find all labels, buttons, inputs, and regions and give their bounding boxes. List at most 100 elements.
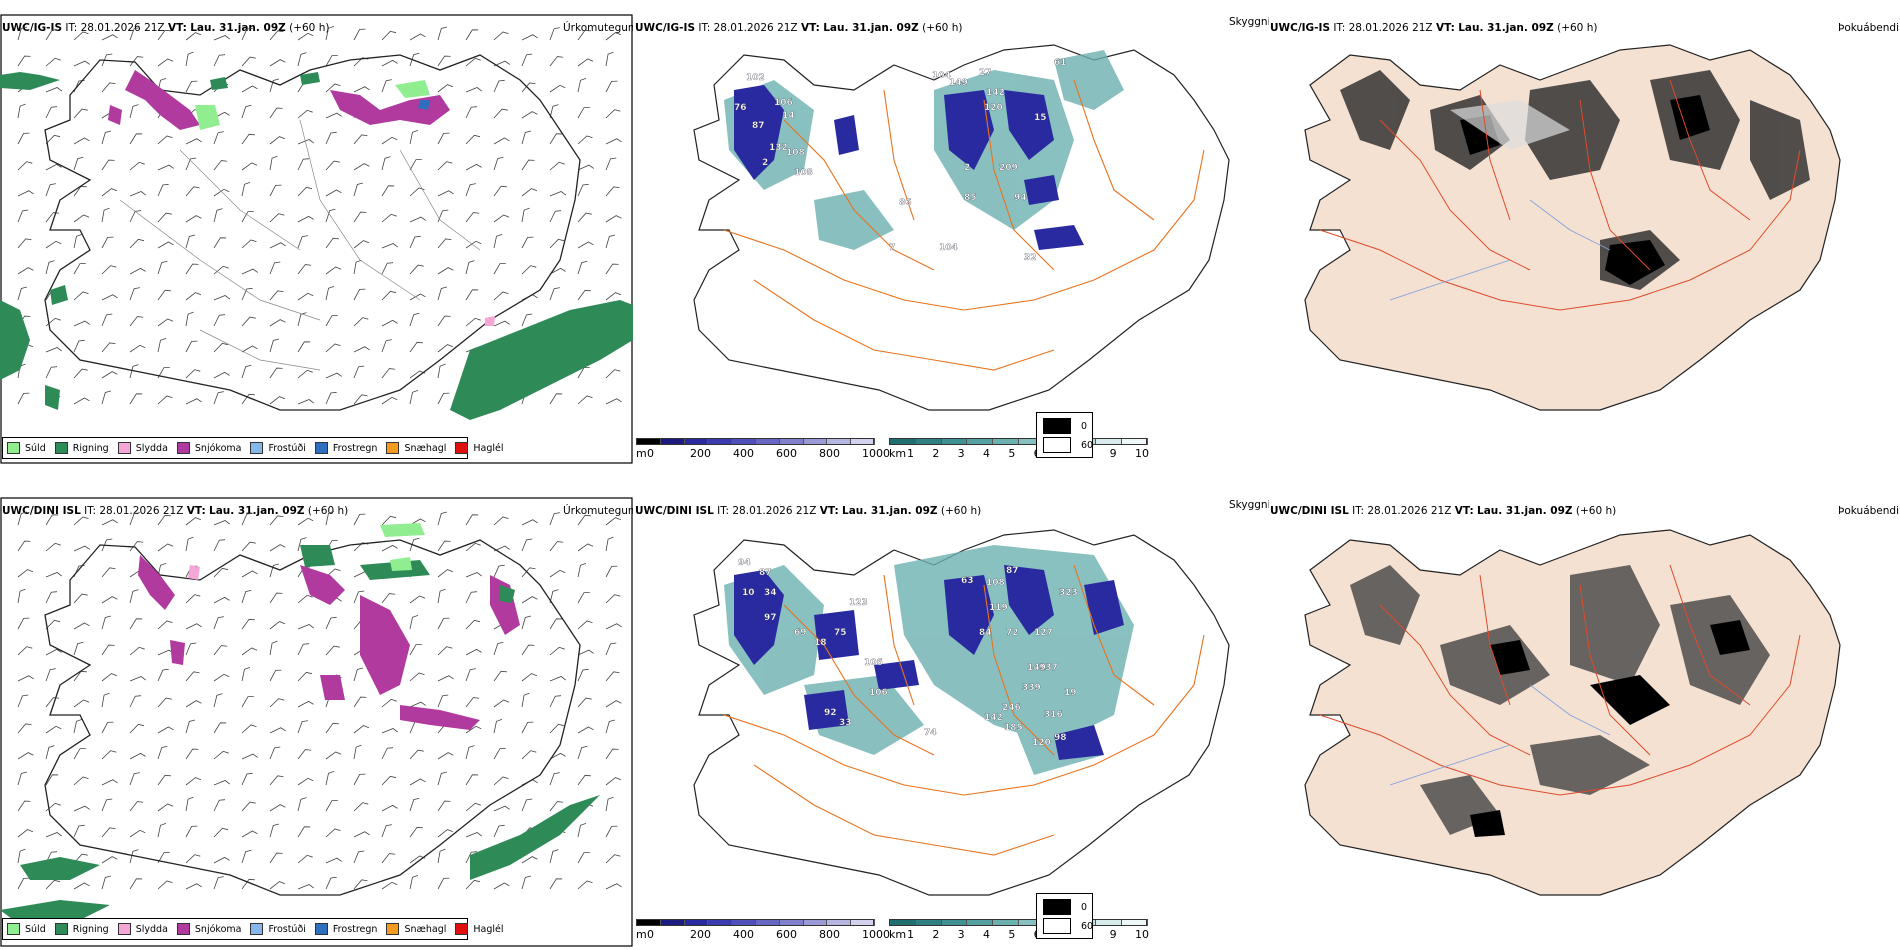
wind-barb — [269, 396, 286, 405]
wind-barb — [605, 594, 621, 604]
wind-barb — [605, 825, 618, 838]
wind-barbs — [17, 25, 622, 405]
legend-swatch — [7, 442, 20, 454]
wind-barb — [45, 725, 62, 734]
wind-barb — [129, 27, 140, 41]
wind-barb — [241, 849, 252, 864]
wind-barb — [549, 210, 562, 223]
wind-barb — [605, 671, 620, 682]
wind-barb — [213, 827, 229, 838]
colorbar-segment — [966, 919, 994, 926]
wind-barb — [45, 668, 56, 682]
ceiling-value-label: 104 — [939, 243, 958, 253]
wind-barb — [521, 130, 532, 145]
wind-barb — [101, 875, 112, 890]
precip-type-panel-0: UWC/IG-IS IT: 28.01.2026 21Z VT: Lau. 31… — [0, 0, 633, 465]
colorbar-segment — [1095, 438, 1123, 445]
colorbar-segment — [850, 438, 875, 445]
wind-barb — [437, 286, 448, 301]
wind-barb — [185, 32, 202, 41]
wind-barb — [101, 567, 116, 578]
wind-barb — [185, 777, 202, 786]
colorbar-tick-label: 4 — [983, 928, 990, 941]
legend-item: Frostregn — [314, 923, 377, 935]
legend-label: Rigning — [72, 442, 109, 454]
ceiling-value-label: 85 — [964, 193, 977, 203]
colorbar-tick-label: 3 — [957, 447, 965, 460]
wind-barb — [73, 137, 90, 145]
wind-barb — [549, 589, 559, 604]
legend-item: Rigning — [54, 442, 109, 454]
wind-barb — [465, 774, 479, 786]
wind-barb — [297, 399, 315, 405]
wind-barb — [409, 264, 424, 275]
colorbar-segment — [914, 919, 942, 926]
wind-barb — [73, 233, 83, 249]
ceiling-value-label: 209 — [999, 163, 1018, 173]
wind-barb — [549, 646, 565, 656]
wind-barb — [73, 291, 89, 301]
wind-barb — [605, 157, 617, 171]
wind-barb — [129, 646, 145, 656]
wind-barb — [101, 82, 116, 93]
wind-barb — [549, 512, 560, 526]
wind-barb — [465, 725, 482, 734]
panel-title: Úrkomutegund — [563, 505, 633, 517]
wind-barb — [493, 748, 506, 760]
wind-barb — [577, 164, 594, 171]
wind-barb — [17, 267, 34, 275]
wind-barb — [185, 51, 194, 67]
wind-barb — [101, 615, 112, 630]
wind-barb — [381, 728, 399, 734]
wind-barb — [45, 648, 62, 656]
ceiling-value-label: 316 — [1044, 710, 1063, 720]
wind-barb — [185, 157, 197, 171]
wind-barb — [241, 589, 252, 604]
ceiling-value-label: 87 — [752, 121, 765, 131]
wind-barb — [129, 344, 146, 353]
wind-barb — [45, 514, 59, 526]
model-name: UWC/DINI ISL — [2, 505, 81, 517]
legend-swatch — [176, 923, 190, 935]
colorbar-segment — [659, 438, 685, 445]
wind-barb — [101, 371, 118, 379]
wind-barb — [549, 752, 566, 760]
wind-barb — [45, 163, 62, 171]
wind-barb — [17, 569, 34, 578]
wind-barb — [73, 545, 90, 552]
vt-value: Lau. 31.jan. 09Z — [823, 22, 919, 34]
legend-item: Súld — [7, 923, 46, 935]
wind-barb — [521, 111, 538, 119]
legend-swatch — [455, 442, 469, 454]
wind-barb — [157, 514, 171, 526]
wind-barb — [157, 668, 169, 682]
wind-barb — [73, 593, 88, 604]
wind-barb — [605, 517, 622, 526]
wind-barb — [17, 55, 31, 67]
colorbar-tick-label: 0 — [647, 447, 654, 460]
wind-barb — [605, 642, 617, 656]
colorbar-unit: km — [889, 928, 907, 941]
wind-barb — [521, 236, 534, 249]
wind-barb — [269, 698, 285, 708]
wind-barb — [493, 805, 510, 812]
wind-barb — [465, 697, 480, 708]
wind-barb — [185, 854, 201, 864]
wind-barb — [577, 289, 591, 301]
wind-barb — [73, 699, 90, 708]
wind-barb — [605, 623, 622, 630]
wind-barb — [465, 106, 478, 119]
wind-barb — [605, 369, 621, 379]
wind-barb — [297, 186, 313, 197]
wind-barb — [465, 619, 481, 630]
wind-barb — [73, 320, 90, 327]
ceiling-value-label: 108 — [794, 168, 813, 178]
wind-barb — [521, 265, 537, 275]
wind-barb — [17, 511, 28, 526]
lead-time: (+60 h) — [922, 22, 963, 34]
legend-label: Súld — [25, 442, 46, 454]
wind-barb — [17, 877, 30, 890]
colorbar-tick-label: 10 — [1135, 928, 1149, 941]
wind-barb — [129, 393, 143, 405]
